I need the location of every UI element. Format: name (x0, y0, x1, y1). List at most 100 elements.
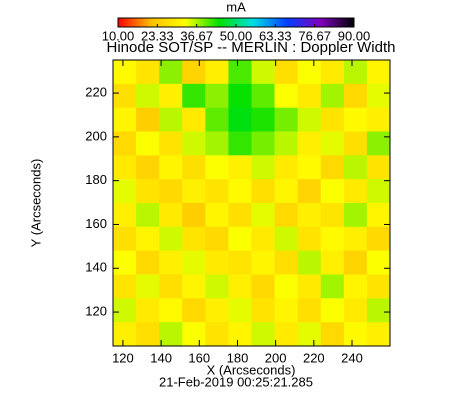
colorbar-swatch (272, 18, 275, 27)
x-tick-label: 200 (265, 350, 287, 365)
heatmap-cell (343, 274, 368, 299)
heatmap-cell (205, 250, 229, 275)
colorbar-swatch (150, 18, 153, 27)
heatmap-cell (343, 83, 368, 108)
colorbar-swatch (226, 18, 229, 27)
colorbar-swatch (176, 18, 179, 27)
colorbar-swatch (144, 18, 147, 27)
heatmap-cell (113, 322, 137, 347)
heatmap-cell (228, 203, 252, 228)
heatmap-cell (205, 274, 229, 299)
colorbar-swatch (340, 18, 343, 27)
colorbar-swatch (234, 18, 237, 27)
heatmap-cell (251, 203, 275, 228)
heatmap-cell (297, 107, 322, 132)
colorbar-swatch (164, 18, 167, 27)
heatmap-cell (182, 60, 206, 85)
x-tick-label: 140 (150, 350, 172, 365)
colorbar-swatch (198, 18, 201, 27)
heatmap-cell (205, 298, 229, 323)
colorbar-swatch (188, 18, 191, 27)
heatmap-cell (251, 131, 275, 156)
colorbar-swatch (128, 18, 131, 27)
heatmap-cell (205, 203, 229, 228)
heatmap-cell (297, 250, 322, 275)
colorbar-swatch (314, 18, 317, 27)
heatmap-cell (320, 298, 345, 323)
colorbar-swatch (240, 18, 243, 27)
heatmap-cell (113, 107, 137, 132)
heatmap-cell (113, 274, 137, 299)
colorbar-swatch (224, 18, 227, 27)
heatmap-cell (228, 60, 252, 85)
heatmap-cell (366, 226, 391, 251)
colorbar-swatch (306, 18, 309, 27)
colorbar-swatch (152, 18, 155, 27)
colorbar-swatch (350, 18, 353, 27)
colorbar-swatch (310, 18, 313, 27)
heatmap-cell (136, 107, 160, 132)
heatmap-cell (228, 83, 252, 108)
heatmap-cell (228, 155, 252, 180)
colorbar-swatch (146, 18, 149, 27)
heatmap-cell (182, 155, 206, 180)
x-tick-label: 220 (303, 350, 325, 365)
heatmap-cell (182, 179, 206, 204)
heatmap-cell (251, 83, 275, 108)
y-tick-label: 220 (85, 85, 107, 100)
heatmap-cell (159, 83, 183, 108)
heatmap-cell (251, 250, 275, 275)
colorbar-swatch (244, 18, 247, 27)
heatmap-cell (366, 322, 391, 347)
heatmap-cell (274, 60, 298, 85)
heatmap-cell (205, 226, 229, 251)
heatmap-cell (343, 60, 368, 85)
heatmap-cell (205, 131, 229, 156)
colorbar-swatch (248, 18, 251, 27)
colorbar-swatch (326, 18, 329, 27)
heatmap-cell (159, 107, 183, 132)
heatmap-cell (297, 179, 322, 204)
colorbar-swatch (278, 18, 281, 27)
colorbar-swatch (206, 18, 209, 27)
heatmap-cell (366, 83, 391, 108)
colorbar-tick-label: 90.00 (338, 28, 371, 43)
y-tick-label: 160 (85, 216, 107, 231)
colorbar-swatch (300, 18, 303, 27)
heatmap-cell (228, 131, 252, 156)
heatmap-cell (366, 131, 391, 156)
heatmap-cell (251, 107, 275, 132)
colorbar-swatch (130, 18, 133, 27)
heatmap-cell (274, 83, 298, 108)
heatmap-cell (297, 83, 322, 108)
colorbar-swatch (290, 18, 293, 27)
heatmap-cell (159, 203, 183, 228)
heatmap-cell (159, 179, 183, 204)
colorbar-swatch (204, 18, 207, 27)
colorbar-swatch (332, 18, 335, 27)
heatmap-cell (136, 298, 160, 323)
colorbar-swatch (308, 18, 311, 27)
colorbar-swatch (256, 18, 259, 27)
colorbar-label: mA (226, 0, 246, 14)
colorbar-swatch (196, 18, 199, 27)
heatmap-cell (159, 226, 183, 251)
heatmap-cell (182, 250, 206, 275)
colorbar-swatch (344, 18, 347, 27)
heatmap-cell (274, 131, 298, 156)
chart-title: Hinode SOT/SP -- MERLIN : Doppler Width (107, 39, 396, 56)
colorbar-tick-label: 63.33 (259, 28, 292, 43)
heatmap-cell (343, 322, 368, 347)
colorbar-swatch (238, 18, 241, 27)
colorbar-swatch (294, 18, 297, 27)
heatmap-cell (366, 155, 391, 180)
heatmap-cell (113, 250, 137, 275)
heatmap-cell (182, 131, 206, 156)
heatmap-cell (228, 298, 252, 323)
heatmap-cell (136, 179, 160, 204)
colorbar-swatch (232, 18, 235, 27)
colorbar-swatch (132, 18, 135, 27)
heatmap-cell (182, 322, 206, 347)
heatmap-cell (159, 60, 183, 85)
colorbar-swatch (260, 18, 263, 27)
